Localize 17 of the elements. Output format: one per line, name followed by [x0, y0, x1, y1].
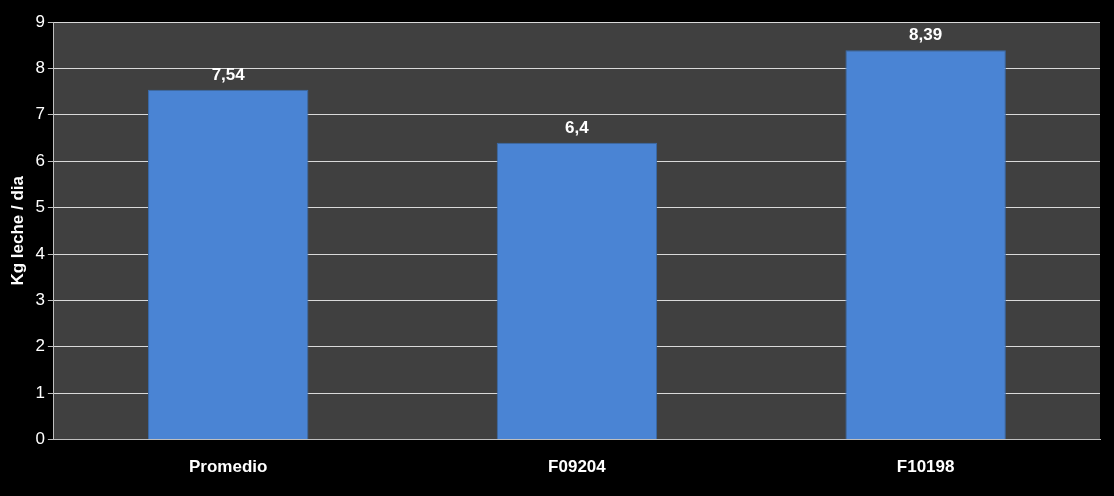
data-label: 6,4 — [565, 117, 590, 137]
y-tick-label: 5 — [35, 197, 45, 217]
y-tick-label: 2 — [35, 336, 45, 356]
data-label: 8,39 — [909, 25, 943, 45]
x-tick-label: F09204 — [548, 457, 607, 477]
y-tick-label: 8 — [35, 58, 45, 78]
y-tick-label: 7 — [35, 104, 45, 124]
y-tick-label: 3 — [35, 290, 45, 310]
data-label: 7,54 — [211, 64, 246, 84]
y-tick-label: 4 — [35, 243, 45, 263]
y-tick-label: 6 — [35, 150, 45, 170]
y-tick-label: 1 — [35, 382, 45, 402]
y-axis-title: Kg leche / dia — [7, 175, 27, 286]
x-tick-label: F10198 — [896, 457, 955, 477]
x-tick-label: Promedio — [189, 457, 268, 477]
y-tick-label: 0 — [35, 429, 45, 449]
y-tick-label: 9 — [35, 11, 45, 31]
